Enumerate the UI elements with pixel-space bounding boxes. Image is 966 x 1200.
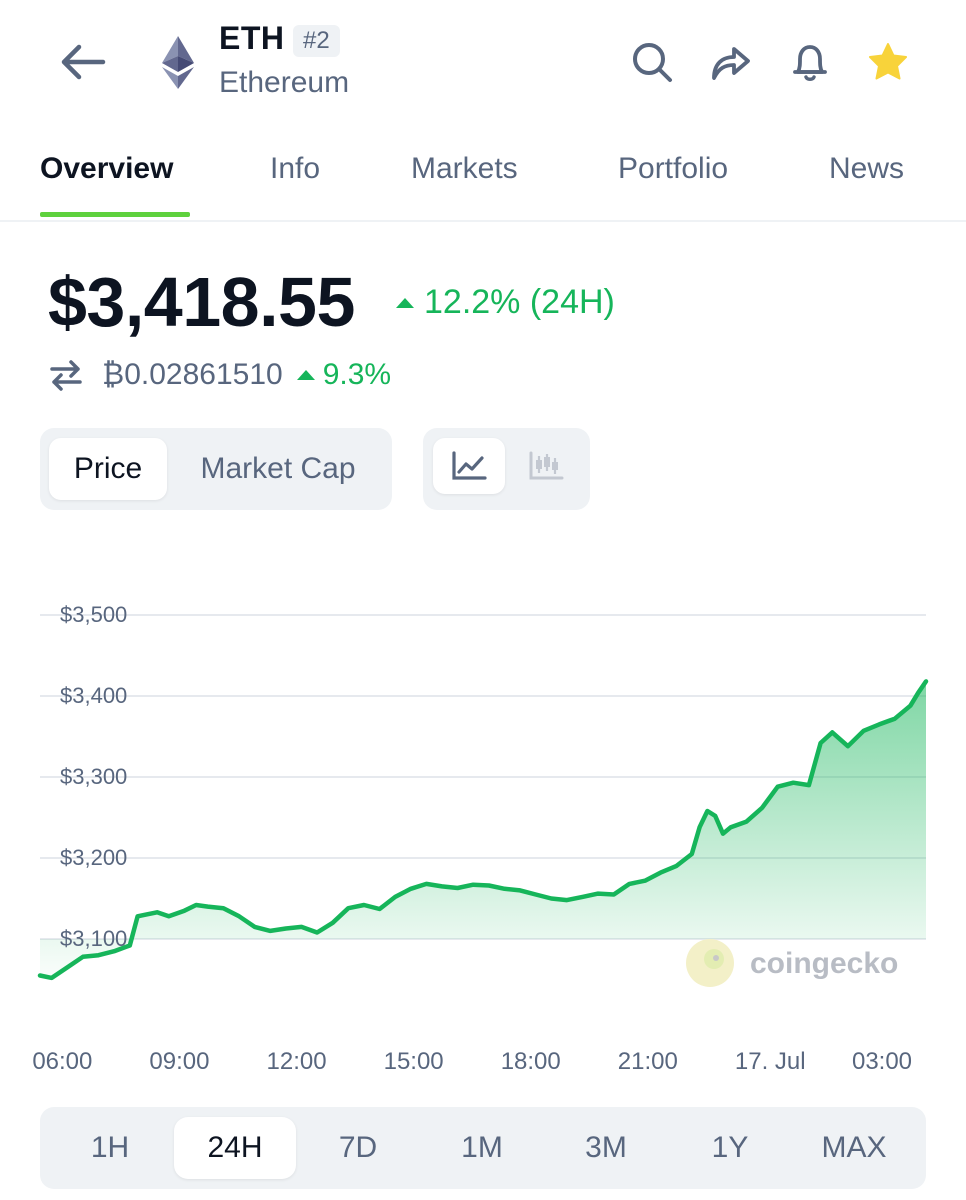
star-icon <box>869 43 907 80</box>
favorite-button[interactable] <box>864 38 912 86</box>
price-area-fill <box>40 681 926 978</box>
btc-price-row: ₿0.02861510 9.3% <box>48 358 391 392</box>
y-tick-label: $3,300 <box>60 764 127 789</box>
chart-type-toggle <box>423 428 590 510</box>
price-change-24h: 12.2% (24H) <box>396 283 615 322</box>
current-price: $3,418.55 <box>48 263 355 341</box>
search-button[interactable] <box>628 38 676 86</box>
range-1y-button[interactable]: 1Y <box>711 1131 749 1164</box>
share-button[interactable] <box>706 38 754 86</box>
candlestick-chart-button[interactable] <box>511 438 581 494</box>
x-tick-label: 06:00 <box>32 1048 92 1075</box>
range-max-button[interactable]: MAX <box>821 1131 887 1164</box>
tab-markets[interactable]: Markets <box>411 152 518 185</box>
watermark-text: coingecko <box>750 947 898 980</box>
y-tick-label: $3,100 <box>60 926 127 951</box>
coin-name: Ethereum <box>219 66 350 99</box>
tab-news[interactable]: News <box>829 152 905 185</box>
market-cap-toggle-button[interactable]: Market Cap <box>200 452 356 485</box>
share-icon <box>712 47 750 80</box>
range-24h-button[interactable]: 24H <box>174 1117 296 1179</box>
tab-overview[interactable]: Overview <box>40 152 174 185</box>
x-tick-label: 15:00 <box>384 1048 444 1075</box>
x-tick-label: 21:00 <box>618 1048 678 1075</box>
y-tick-label: $3,200 <box>60 845 127 870</box>
x-tick-label: 03:00 <box>852 1048 912 1075</box>
price-chart[interactable]: $3,500 $3,400 $3,300 $3,200 $3,100 06:00 09:0… <box>0 560 966 1080</box>
swap-arrows-icon <box>50 360 82 391</box>
alert-button[interactable] <box>786 38 834 86</box>
back-arrow-icon <box>61 44 106 80</box>
up-triangle-icon <box>396 297 414 308</box>
line-chart-button[interactable] <box>433 438 505 494</box>
up-triangle-icon <box>296 370 315 380</box>
rank-badge: #2 <box>293 25 340 57</box>
coin-symbol: ETH <box>219 20 285 56</box>
search-icon <box>633 43 672 82</box>
x-tick-label: 12:00 <box>267 1048 327 1075</box>
tab-bar: Overview Info Markets Portfolio News <box>0 140 966 222</box>
candlestick-icon <box>529 451 564 480</box>
tab-portfolio[interactable]: Portfolio <box>618 152 729 185</box>
price-toggle-button[interactable]: Price <box>49 438 167 500</box>
tab-info[interactable]: Info <box>270 152 321 185</box>
y-tick-label: $3,500 <box>60 602 127 627</box>
active-tab-indicator <box>40 212 190 217</box>
metric-toggle: Price Market Cap <box>40 428 392 510</box>
btc-price: ₿0.02861510 <box>102 358 283 391</box>
bell-icon <box>793 45 827 81</box>
coingecko-watermark: coingecko <box>686 939 898 987</box>
back-button[interactable] <box>52 34 114 90</box>
range-1h-button[interactable]: 1H <box>90 1131 130 1164</box>
price-line <box>37 679 929 981</box>
line-chart-icon <box>452 451 487 480</box>
range-7d-button[interactable]: 7D <box>338 1131 378 1164</box>
range-3m-button[interactable]: 3M <box>585 1131 627 1164</box>
price-change-24h-value: 12.2% (24H) <box>424 283 615 321</box>
ethereum-logo-icon <box>158 34 198 90</box>
time-range-selector: 1H 24H 7D 1M 3M 1Y MAX <box>40 1107 926 1189</box>
y-tick-label: $3,400 <box>60 683 127 708</box>
x-tick-label: 09:00 <box>149 1048 209 1075</box>
range-1m-button[interactable]: 1M <box>461 1131 503 1164</box>
btc-change: 9.3% <box>322 358 392 391</box>
x-tick-label: 18:00 <box>501 1048 561 1075</box>
x-tick-label: 17. Jul <box>735 1048 806 1075</box>
